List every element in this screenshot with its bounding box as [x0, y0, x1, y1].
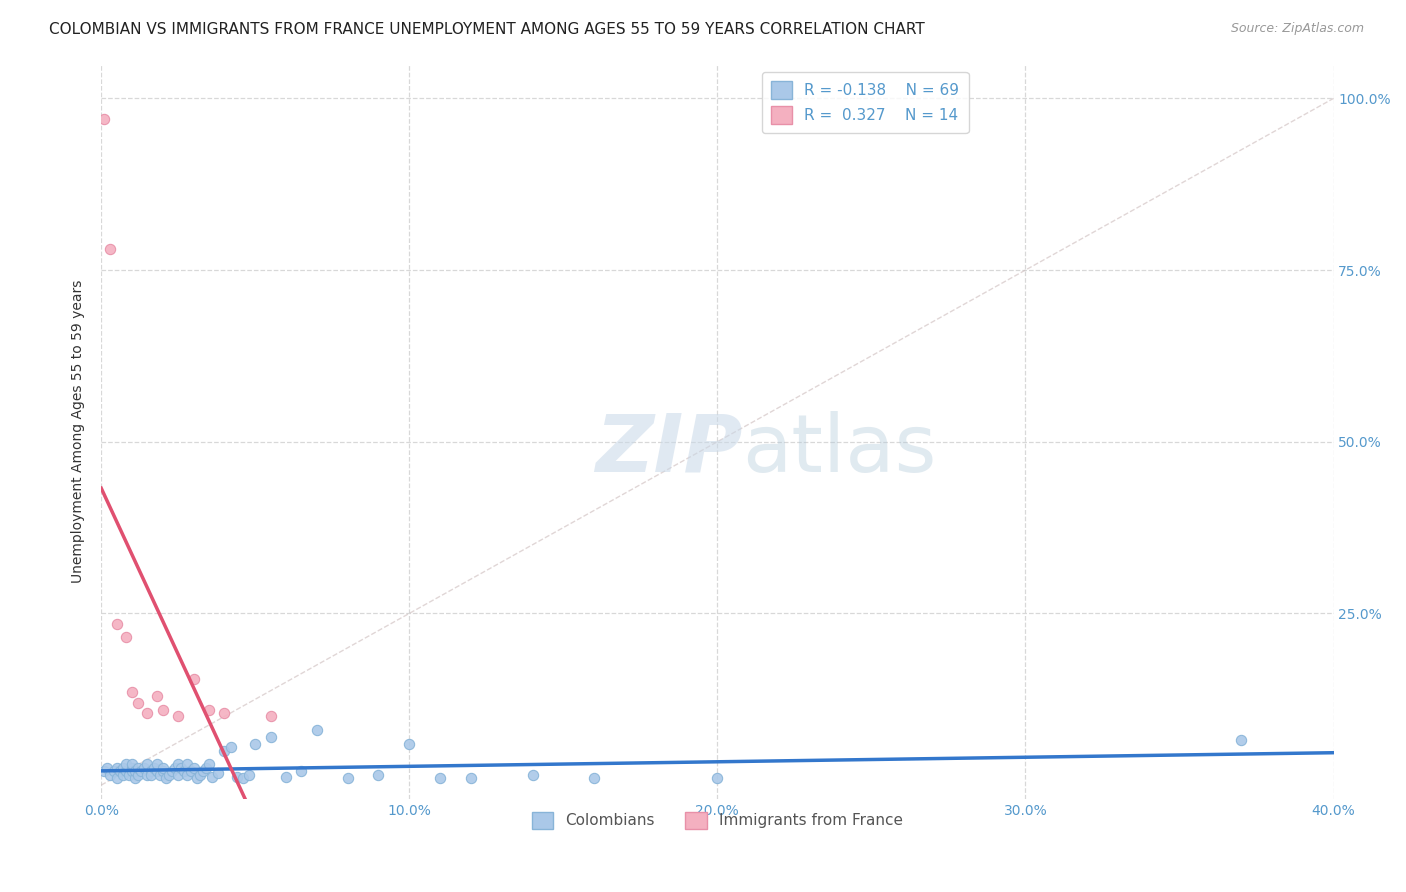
- Point: [100, 768, 122, 782]
- Point: [127, 761, 149, 775]
- Point: [225, 770, 247, 784]
- Point: [219, 740, 242, 755]
- Point: [121, 761, 143, 775]
- Text: ZIP: ZIP: [595, 411, 742, 489]
- Point: [583, 771, 606, 785]
- Point: [194, 761, 217, 775]
- Point: [232, 771, 254, 785]
- Point: [180, 764, 202, 779]
- Point: [238, 768, 260, 782]
- Point: [127, 696, 149, 710]
- Point: [245, 737, 267, 751]
- Text: atlas: atlas: [742, 411, 936, 489]
- Point: [367, 768, 389, 782]
- Point: [259, 709, 281, 723]
- Point: [134, 761, 156, 775]
- Legend: Colombians, Immigrants from France: Colombians, Immigrants from France: [526, 805, 910, 835]
- Point: [118, 768, 141, 782]
- Point: [170, 761, 193, 775]
- Point: [93, 764, 115, 779]
- Point: [115, 764, 138, 779]
- Point: [173, 764, 195, 779]
- Point: [460, 771, 482, 785]
- Point: [186, 771, 208, 785]
- Point: [111, 768, 134, 782]
- Point: [124, 764, 146, 779]
- Point: [145, 689, 167, 703]
- Point: [103, 764, 125, 779]
- Point: [121, 685, 143, 699]
- Point: [191, 764, 214, 779]
- Point: [214, 706, 236, 720]
- Point: [149, 768, 172, 782]
- Point: [183, 672, 205, 686]
- Point: [105, 771, 128, 785]
- Point: [198, 702, 221, 716]
- Point: [305, 723, 328, 738]
- Point: [160, 764, 183, 779]
- Point: [152, 702, 174, 716]
- Point: [115, 631, 138, 645]
- Point: [115, 757, 138, 772]
- Point: [136, 757, 159, 772]
- Point: [165, 761, 187, 775]
- Text: COLOMBIAN VS IMMIGRANTS FROM FRANCE UNEMPLOYMENT AMONG AGES 55 TO 59 YEARS CORRE: COLOMBIAN VS IMMIGRANTS FROM FRANCE UNEM…: [49, 22, 925, 37]
- Point: [290, 764, 312, 779]
- Point: [429, 771, 451, 785]
- Point: [111, 761, 134, 775]
- Point: [1230, 733, 1253, 747]
- Point: [105, 616, 128, 631]
- Point: [522, 768, 544, 782]
- Point: [108, 764, 131, 779]
- Point: [121, 757, 143, 772]
- Point: [157, 768, 180, 782]
- Point: [152, 761, 174, 775]
- Point: [139, 764, 162, 779]
- Point: [176, 757, 198, 772]
- Point: [145, 764, 167, 779]
- Point: [142, 761, 165, 775]
- Point: [183, 761, 205, 775]
- Point: [152, 764, 174, 779]
- Point: [201, 770, 224, 784]
- Point: [100, 243, 122, 257]
- Point: [105, 761, 128, 775]
- Point: [124, 771, 146, 785]
- Point: [176, 768, 198, 782]
- Point: [706, 771, 728, 785]
- Point: [96, 761, 118, 775]
- Point: [398, 737, 420, 751]
- Point: [198, 757, 221, 772]
- Point: [167, 757, 190, 772]
- Point: [136, 706, 159, 720]
- Point: [214, 744, 236, 758]
- Point: [145, 757, 167, 772]
- Point: [188, 768, 211, 782]
- Point: [139, 768, 162, 782]
- Point: [136, 768, 159, 782]
- Point: [336, 771, 359, 785]
- Point: [207, 765, 229, 780]
- Point: [155, 771, 177, 785]
- Text: Source: ZipAtlas.com: Source: ZipAtlas.com: [1230, 22, 1364, 36]
- Point: [129, 764, 152, 779]
- Point: [121, 764, 143, 779]
- Point: [167, 768, 190, 782]
- Point: [93, 112, 115, 126]
- Point: [259, 730, 281, 744]
- Y-axis label: Unemployment Among Ages 55 to 59 years: Unemployment Among Ages 55 to 59 years: [72, 280, 86, 583]
- Point: [127, 768, 149, 782]
- Point: [167, 709, 190, 723]
- Point: [274, 770, 297, 784]
